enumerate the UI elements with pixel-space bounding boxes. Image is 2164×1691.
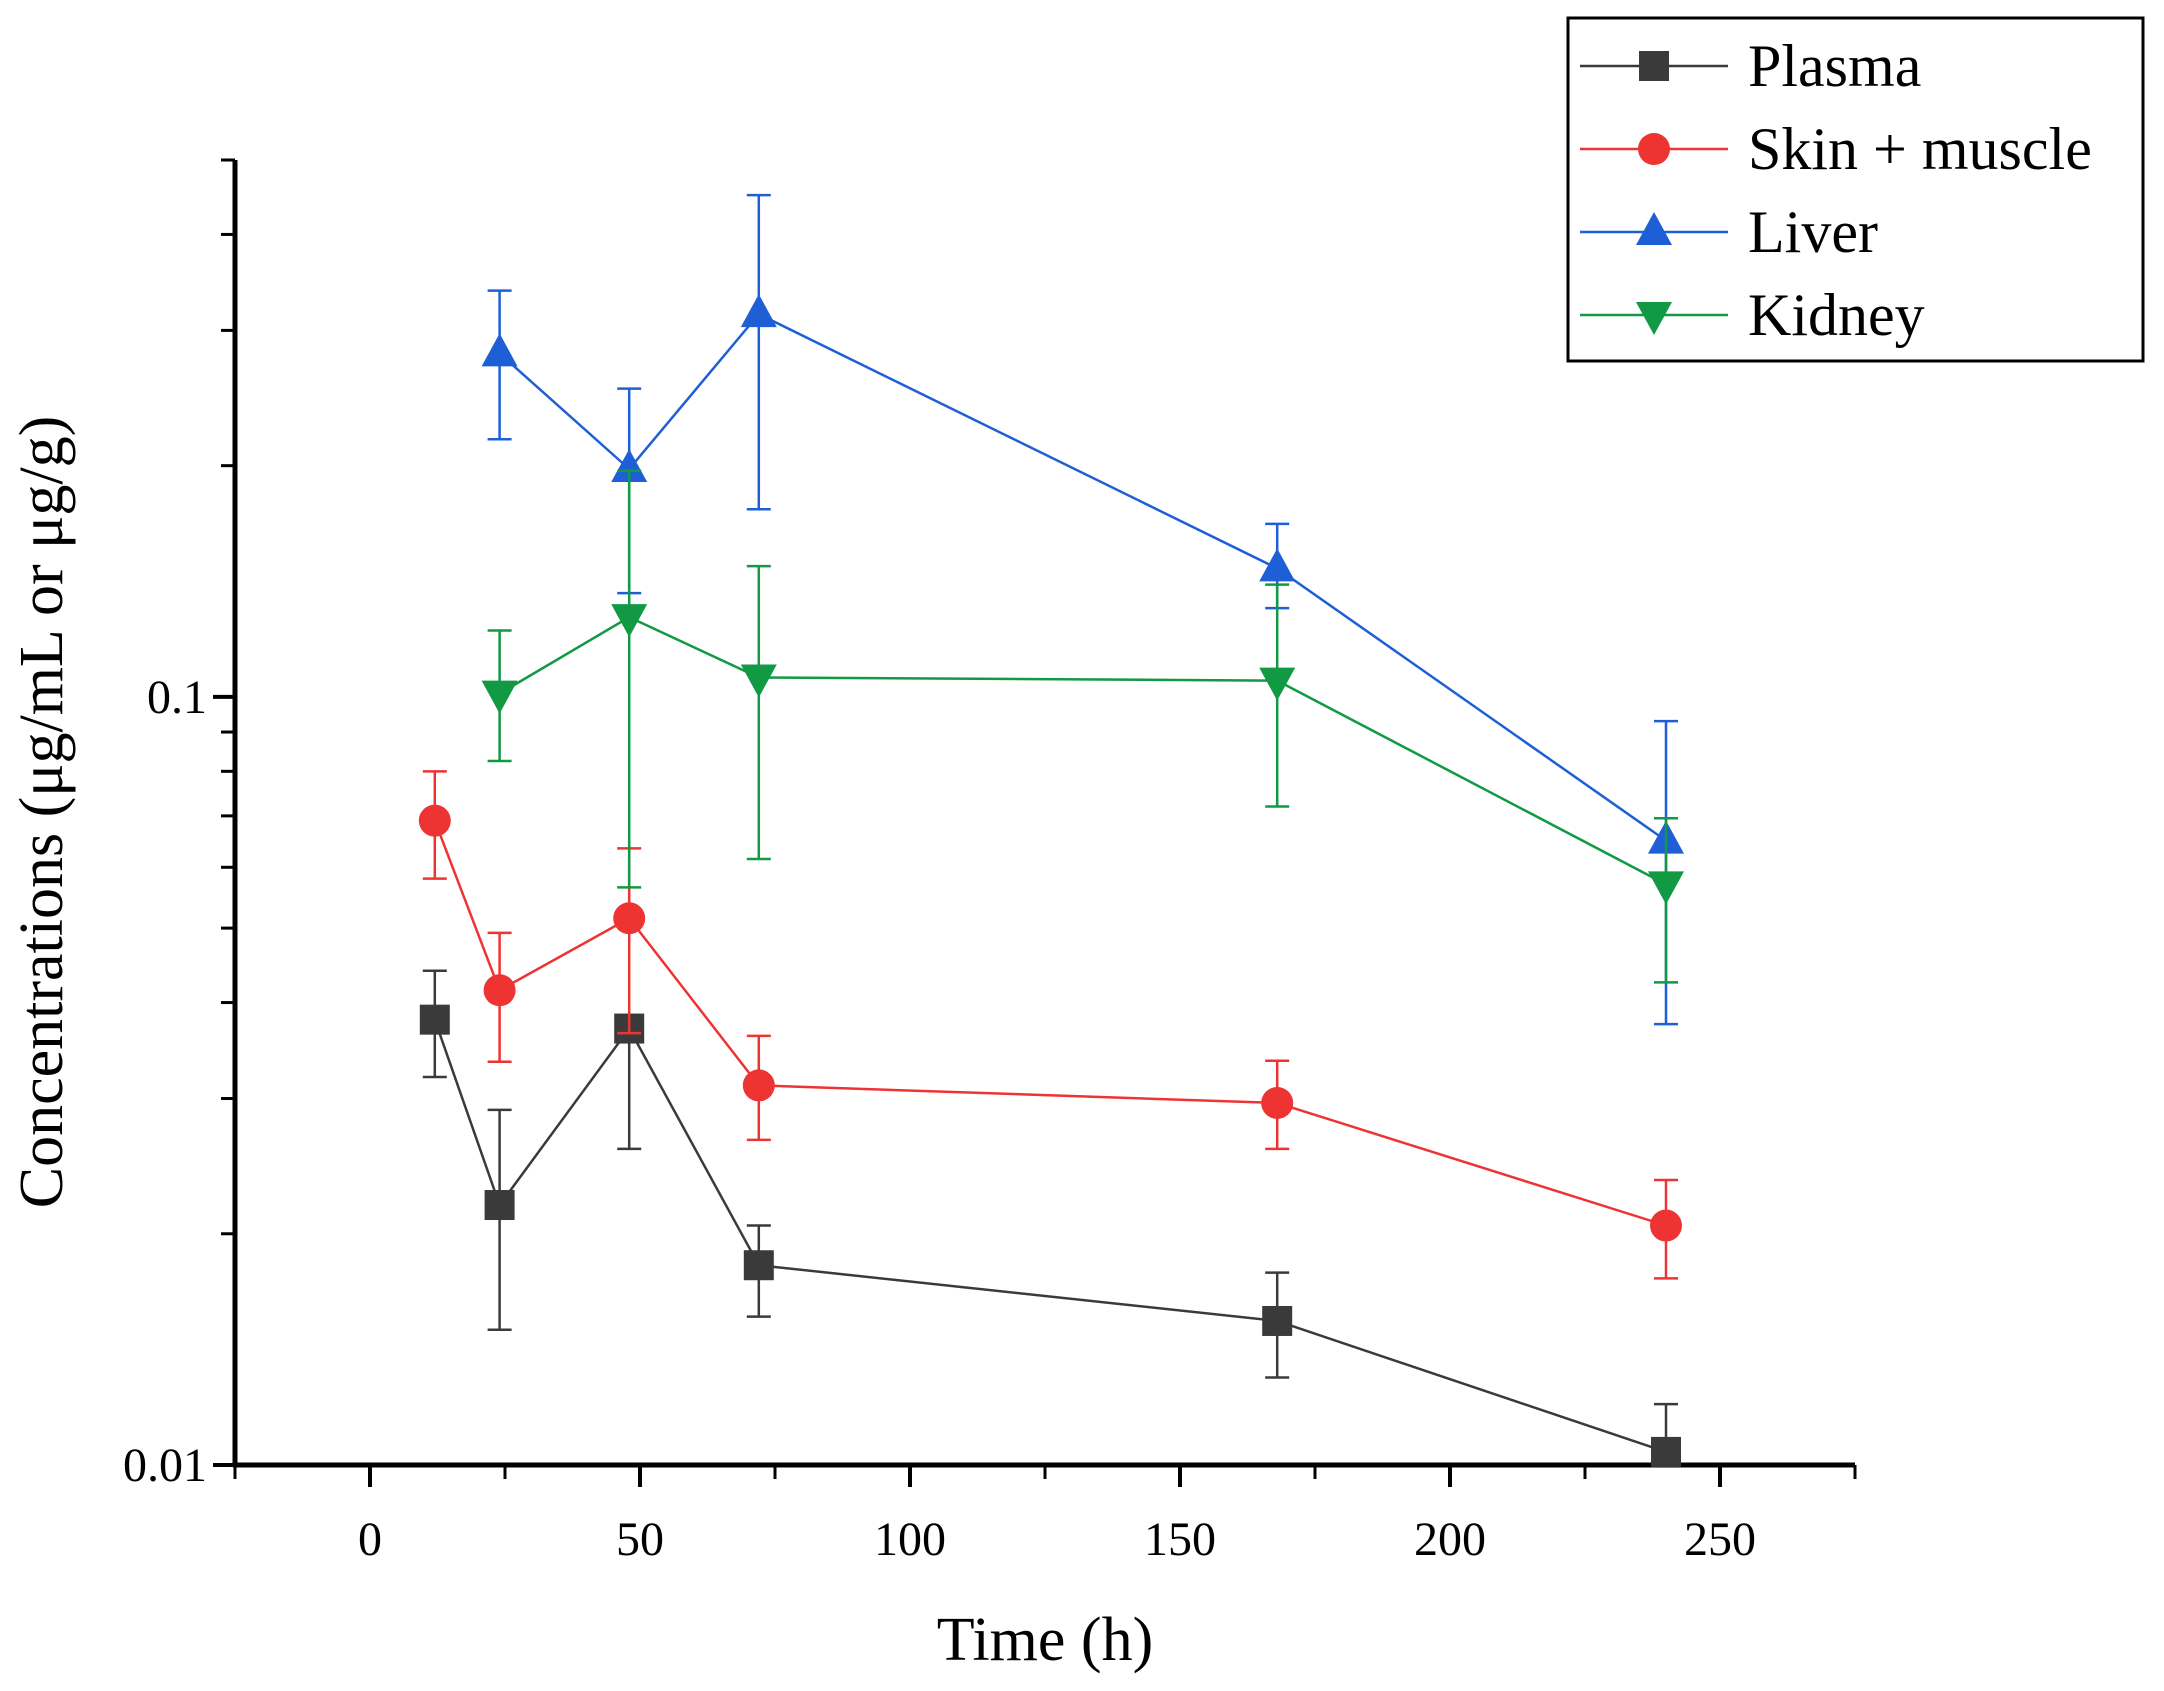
series-line xyxy=(498,312,1667,842)
data-point xyxy=(1651,1436,1681,1467)
legend-marker xyxy=(1638,133,1670,165)
y-axis-title: Concentrations (μg/mL or μg/g) xyxy=(8,416,76,1209)
series-line xyxy=(433,1019,1667,1454)
data-point xyxy=(1261,1086,1294,1119)
data-point xyxy=(1259,667,1296,701)
x-axis-title: Time (h) xyxy=(937,1606,1153,1674)
series-line xyxy=(433,820,1667,1227)
x-ticks: 0 50 100 150 200 250 xyxy=(233,1465,1857,1566)
x-tick-label: 150 xyxy=(1144,1513,1216,1566)
data-point xyxy=(483,974,516,1007)
data-point xyxy=(611,604,648,638)
x-tick-label: 100 xyxy=(874,1513,946,1566)
data-point xyxy=(1648,871,1684,905)
series-liver xyxy=(481,193,1684,1026)
y-tick-label: 0.1 xyxy=(147,671,207,724)
legend-marker xyxy=(1636,212,1672,245)
data-point xyxy=(481,333,518,367)
legend-item-skin-muscle: Skin + muscle xyxy=(1580,116,2092,182)
data-point xyxy=(743,1250,774,1281)
legend-label: Liver xyxy=(1748,199,1878,265)
data-point xyxy=(1262,1305,1293,1336)
legend-label: Plasma xyxy=(1748,33,1921,99)
data-point xyxy=(419,1004,450,1035)
series-kidney xyxy=(481,469,1684,984)
data-point xyxy=(611,449,648,483)
legend-label: Skin + muscle xyxy=(1748,116,2092,182)
data-point xyxy=(740,664,777,698)
legend-item-kidney: Kidney xyxy=(1580,282,1925,348)
legend-item-plasma: Plasma xyxy=(1580,33,1921,99)
x-tick-label: 200 xyxy=(1414,1513,1486,1566)
series-plasma xyxy=(419,969,1681,1467)
y-tick-label: 0.01 xyxy=(123,1439,207,1492)
data-point xyxy=(740,294,777,328)
y-ticks: 0.01 0.1 xyxy=(123,158,235,1492)
data-point xyxy=(1650,1209,1682,1242)
x-tick-label: 0 xyxy=(358,1513,382,1566)
legend-marker xyxy=(1636,302,1672,335)
data-point xyxy=(613,902,646,935)
series-line xyxy=(498,615,1667,886)
data-point xyxy=(481,680,518,714)
axes: 0 50 100 150 200 250 0.01 0.1 Time (h) Concent… xyxy=(8,158,1857,1674)
legend-item-liver: Liver xyxy=(1580,199,1878,265)
data-point xyxy=(1259,548,1296,582)
legend-marker xyxy=(1639,51,1669,81)
series-skin-muscle xyxy=(418,770,1682,1280)
data-point xyxy=(418,804,451,837)
data-point xyxy=(484,1190,515,1221)
x-tick-label: 50 xyxy=(616,1513,664,1566)
data-point xyxy=(742,1069,775,1102)
plot-area xyxy=(418,193,1684,1467)
x-tick-label: 250 xyxy=(1684,1513,1756,1566)
legend: Plasma Skin + muscle Liver Kidney xyxy=(1566,16,2145,363)
legend-label: Kidney xyxy=(1748,282,1925,348)
